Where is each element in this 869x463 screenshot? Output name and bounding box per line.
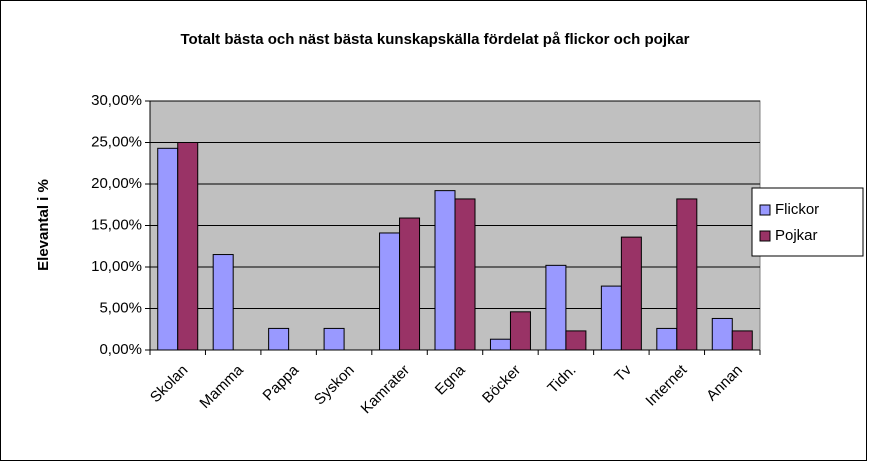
bar	[434, 190, 456, 351]
legend-label: Flickor	[775, 201, 819, 218]
y-tick-label: 30,00%	[91, 92, 142, 109]
y-tick-label: 20,00%	[91, 175, 142, 192]
bar	[379, 232, 401, 351]
y-tick-label: 15,00%	[91, 216, 142, 233]
bar	[600, 285, 622, 351]
bar	[157, 147, 179, 351]
y-tick-label: 25,00%	[91, 133, 142, 150]
y-tick-label: 10,00%	[91, 258, 142, 275]
bar	[620, 236, 642, 351]
bar	[545, 264, 567, 351]
bar	[731, 330, 753, 351]
bar	[323, 327, 345, 351]
bar	[656, 327, 678, 351]
legend-label: Pojkar	[775, 227, 818, 244]
legend-swatch	[759, 230, 771, 242]
y-tick-label: 5,00%	[99, 299, 142, 316]
bar	[399, 217, 421, 351]
chart-title: Totalt bästa och näst bästa kunskapskäll…	[180, 31, 689, 48]
bar	[509, 311, 531, 351]
bar	[565, 330, 587, 351]
bar	[177, 142, 199, 351]
y-axis-title: Elevantal i %	[35, 179, 52, 271]
bar	[711, 317, 733, 351]
legend-swatch	[759, 204, 771, 216]
bar	[212, 254, 234, 351]
bar	[676, 198, 698, 351]
bar	[489, 338, 511, 351]
bar	[454, 198, 476, 351]
bar	[268, 327, 290, 351]
legend-box	[751, 187, 864, 257]
y-tick-label: 0,00%	[99, 341, 142, 358]
